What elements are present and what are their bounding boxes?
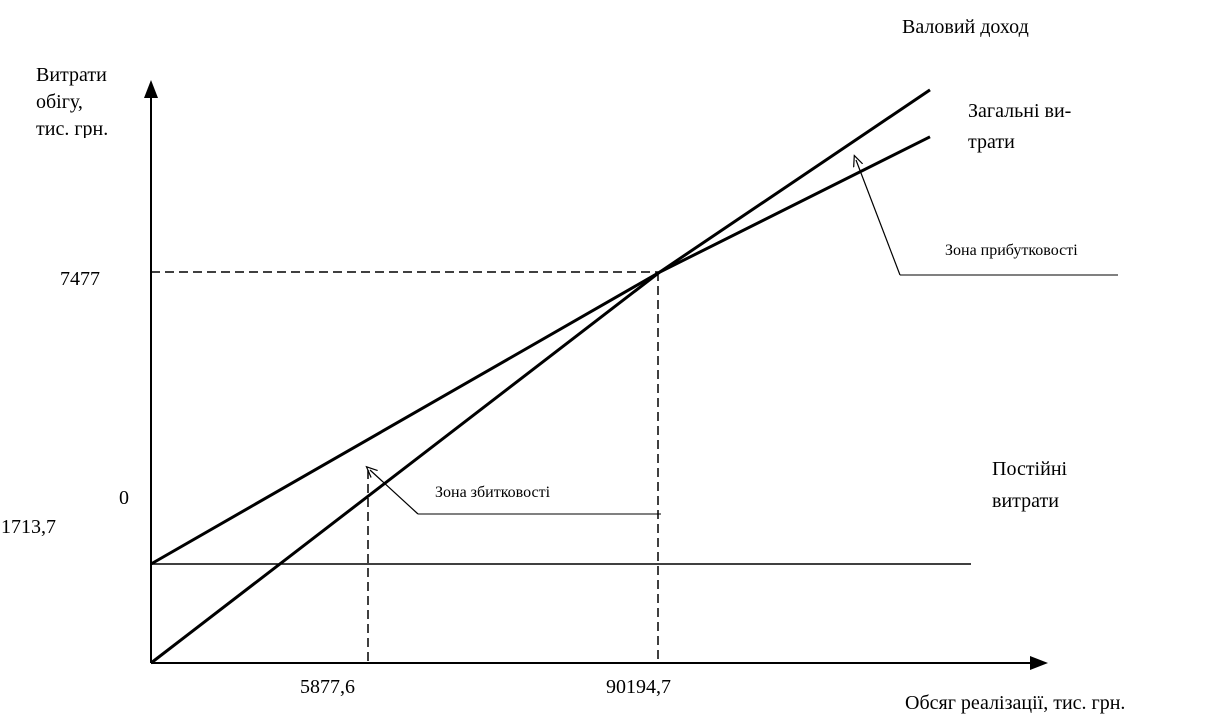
profit-zone-pointer [856, 160, 901, 276]
series-label-fixed-costs-line-1: Постійні [992, 458, 1068, 480]
break-even-chart [144, 80, 1118, 670]
x-tick-label-90194-7: 90194,7 [606, 676, 671, 698]
series-line-gross-income [150, 88, 931, 665]
series-label-gross-income: Валовий доход [902, 16, 1029, 38]
y-tick-label-7477: 7477 [60, 268, 100, 290]
series-label-fixed-costs-line-2: витрати [992, 490, 1059, 512]
y-axis-label-line-2: обігу, [36, 91, 83, 113]
x-axis-label: Обсяг реалізації, тис. грн. [905, 692, 1126, 714]
y-tick-label-0: 0 [119, 487, 129, 509]
y-axis-label-line-3: тис. грн. [36, 118, 109, 138]
series-label-total-costs-line-2: трати [968, 131, 1015, 153]
annotation-profit-zone: Зона прибутковості [945, 242, 1078, 259]
loss-zone-pointer [370, 470, 419, 515]
y-axis-arrow [144, 80, 158, 98]
y-axis-label: Витрати обігу, тис. грн. [36, 62, 146, 138]
x-tick-label-5877-6: 5877,6 [300, 676, 355, 698]
y-tick-label-1713-7: 1713,7 [1, 516, 56, 538]
x-axis-arrow [1030, 656, 1048, 670]
annotation-loss-zone: Зона збитковості [435, 484, 551, 501]
y-axis-label-line-1: Витрати [36, 64, 107, 86]
series-label-total-costs-line-1: Загальні ви- [968, 100, 1072, 122]
